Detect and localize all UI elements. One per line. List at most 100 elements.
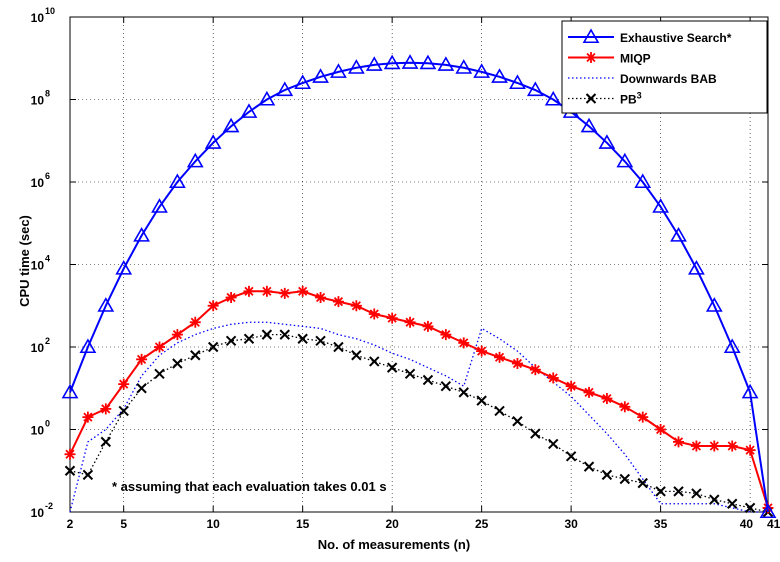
data-point (547, 372, 559, 384)
asterisk-stroke (101, 404, 111, 414)
data-point (383, 54, 401, 70)
asterisk-stroke (226, 292, 236, 303)
asterisk-stroke (65, 449, 75, 459)
legend-entry: Exhaustive Search* (568, 28, 732, 45)
asterisk-stroke (441, 330, 451, 340)
data-point (276, 81, 294, 97)
data-point (64, 465, 76, 476)
data-point (440, 380, 452, 392)
x-stroke (548, 438, 559, 450)
y-tick-exponent: 6 (45, 171, 50, 181)
chart-annotation: * assuming that each evaluation takes 0.… (112, 479, 387, 494)
legend-entry: Downwards BAB (568, 72, 717, 86)
asterisk-stroke (548, 373, 558, 383)
asterisk-stroke (172, 330, 182, 340)
x-stroke (583, 461, 595, 472)
asterisk-stroke (745, 445, 755, 455)
data-point (190, 350, 201, 361)
asterisk-stroke (405, 317, 415, 327)
data-point (222, 117, 240, 133)
data-point (655, 424, 667, 435)
data-point (708, 440, 720, 452)
x-stroke (422, 374, 434, 386)
data-point (598, 134, 616, 149)
data-point (673, 486, 684, 497)
data-point (544, 90, 562, 106)
data-point (243, 285, 255, 297)
y-tick-label: 10 (31, 11, 45, 25)
series-exhaustive-search (61, 54, 777, 519)
data-point (315, 292, 327, 303)
data-point (365, 56, 383, 71)
data-point (153, 341, 165, 353)
x-tick-label: 10 (206, 517, 220, 531)
data-point (529, 364, 541, 376)
data-point (151, 198, 168, 213)
data-point (82, 469, 94, 481)
x-stroke (190, 350, 201, 361)
data-point (458, 387, 469, 398)
data-point (115, 260, 133, 275)
data-point (422, 374, 434, 386)
x-stroke (494, 405, 505, 417)
asterisk-stroke (262, 286, 272, 296)
asterisk-stroke (119, 379, 129, 389)
data-point (637, 411, 649, 423)
data-point (82, 411, 94, 423)
asterisk-stroke (369, 309, 379, 319)
x-tick-label: 40 (740, 517, 754, 531)
legend-label-superscript: 3 (637, 91, 642, 101)
x-stroke (458, 387, 469, 398)
x-tick-label: 30 (564, 517, 578, 531)
data-point (386, 362, 398, 373)
y-axis-label: CPU time (sec) (17, 215, 32, 307)
asterisk-stroke (154, 342, 165, 352)
data-point (670, 227, 687, 242)
data-point (330, 63, 347, 78)
asterisk-stroke (512, 358, 523, 369)
y-tick-exponent: 0 (45, 419, 50, 429)
data-point (652, 198, 669, 213)
legend-label: MIQP (620, 52, 651, 66)
data-point (688, 260, 705, 275)
data-point (530, 428, 541, 439)
data-point (154, 368, 165, 380)
x-stroke (619, 473, 631, 485)
data-point (476, 345, 488, 357)
x-tick-label: 35 (654, 517, 668, 531)
x-stroke (64, 465, 76, 476)
data-point (171, 329, 183, 341)
asterisk-stroke (190, 317, 200, 327)
x-stroke (261, 329, 273, 340)
x-stroke (476, 395, 487, 406)
data-point (404, 368, 416, 380)
data-point (723, 338, 741, 354)
data-point (204, 134, 222, 149)
data-point (279, 329, 290, 340)
asterisk-stroke (709, 441, 719, 451)
asterisk-stroke (459, 338, 469, 348)
data-point (494, 405, 505, 417)
asterisk-stroke (620, 402, 630, 412)
x-stroke (136, 383, 147, 394)
series-layer (61, 54, 777, 519)
data-point (690, 440, 702, 452)
asterisk-stroke (208, 301, 218, 311)
data-point (565, 380, 577, 392)
y-tick-exponent: 10 (45, 6, 55, 16)
data-point (368, 308, 380, 320)
x-stroke (333, 341, 344, 353)
x-stroke (386, 362, 398, 373)
x-stroke (154, 368, 165, 380)
x-tick-label: 5 (120, 517, 127, 531)
data-point (332, 296, 344, 308)
data-point (691, 488, 702, 499)
data-point (437, 56, 455, 71)
x-stroke (744, 502, 756, 514)
x-tick-label: 20 (385, 517, 399, 531)
data-point (726, 440, 738, 452)
x-stroke (315, 335, 326, 347)
asterisk-stroke (83, 412, 93, 422)
data-point (634, 173, 652, 189)
data-point (580, 117, 598, 133)
